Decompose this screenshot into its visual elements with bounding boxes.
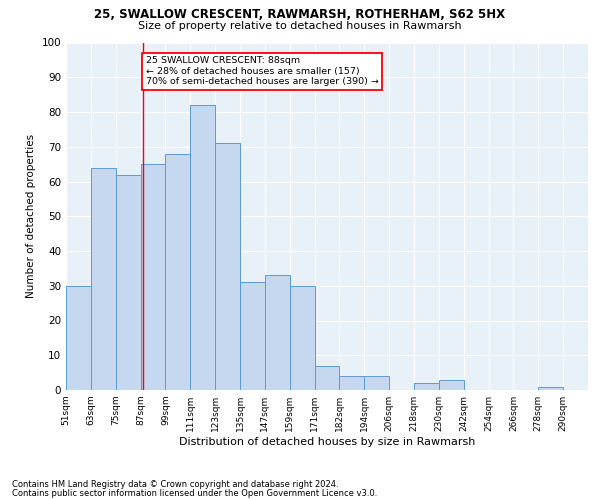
Text: Size of property relative to detached houses in Rawmarsh: Size of property relative to detached ho…	[138, 21, 462, 31]
Text: 25, SWALLOW CRESCENT, RAWMARSH, ROTHERHAM, S62 5HX: 25, SWALLOW CRESCENT, RAWMARSH, ROTHERHA…	[94, 8, 506, 20]
Bar	[314, 366, 340, 390]
Bar	[414, 383, 439, 390]
Bar	[265, 276, 290, 390]
Y-axis label: Number of detached properties: Number of detached properties	[26, 134, 36, 298]
Bar	[240, 282, 265, 390]
Bar	[364, 376, 389, 390]
Bar	[538, 386, 563, 390]
Bar	[290, 286, 314, 390]
Bar	[116, 174, 140, 390]
Bar	[190, 105, 215, 390]
Bar	[166, 154, 190, 390]
Bar	[91, 168, 116, 390]
Text: 25 SWALLOW CRESCENT: 88sqm
← 28% of detached houses are smaller (157)
70% of sem: 25 SWALLOW CRESCENT: 88sqm ← 28% of deta…	[146, 56, 379, 86]
Bar	[439, 380, 464, 390]
Bar	[215, 144, 240, 390]
X-axis label: Distribution of detached houses by size in Rawmarsh: Distribution of detached houses by size …	[179, 437, 475, 447]
Text: Contains public sector information licensed under the Open Government Licence v3: Contains public sector information licen…	[12, 488, 377, 498]
Bar	[66, 286, 91, 390]
Text: Contains HM Land Registry data © Crown copyright and database right 2024.: Contains HM Land Registry data © Crown c…	[12, 480, 338, 489]
Bar	[340, 376, 364, 390]
Bar	[140, 164, 166, 390]
